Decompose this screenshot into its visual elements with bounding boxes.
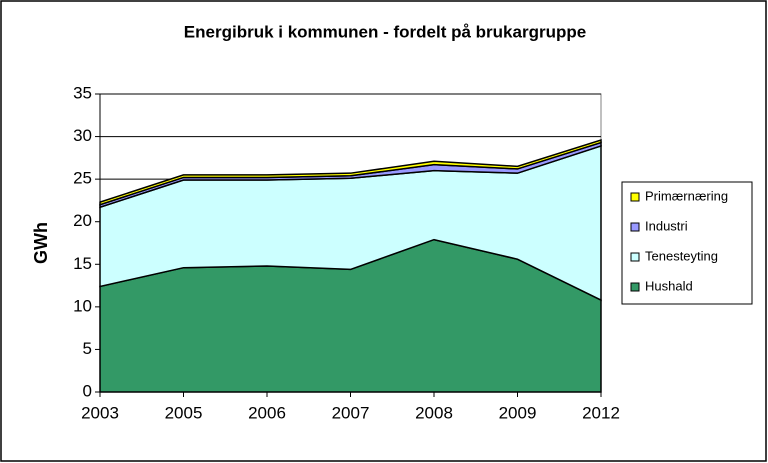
y-tick-label: 5 <box>83 339 92 358</box>
legend-label: Industri <box>645 218 688 233</box>
y-tick-label: 20 <box>73 211 92 230</box>
legend-swatch <box>630 222 640 232</box>
legend-swatch <box>630 282 640 292</box>
x-tick-label: 2003 <box>81 403 119 422</box>
legend-label: Primærnæring <box>645 188 728 203</box>
y-tick-label: 35 <box>73 83 92 102</box>
chart-title: Energibruk i kommunen - fordelt på bruka… <box>184 22 586 41</box>
x-tick-label: 2012 <box>582 403 620 422</box>
legend-label: Hushald <box>645 278 693 293</box>
y-tick-label: 15 <box>73 254 92 273</box>
y-tick-label: 25 <box>73 169 92 188</box>
y-axis-label: GWh <box>31 222 51 264</box>
area <box>99 138 602 206</box>
legend-swatch <box>630 192 640 202</box>
y-tick-label: 0 <box>83 381 92 400</box>
x-tick-label: 2008 <box>415 403 453 422</box>
x-tick-label: 2005 <box>165 403 203 422</box>
legend-box <box>621 181 753 305</box>
y-tick-label: 30 <box>73 126 92 145</box>
x-tick-label: 2007 <box>332 403 370 422</box>
legend-label: Tenesteyting <box>645 248 718 263</box>
legend-swatch <box>630 252 640 262</box>
x-tick-label: 2006 <box>248 403 286 422</box>
y-tick-label: 10 <box>73 296 92 315</box>
x-tick-label: 2009 <box>499 403 537 422</box>
